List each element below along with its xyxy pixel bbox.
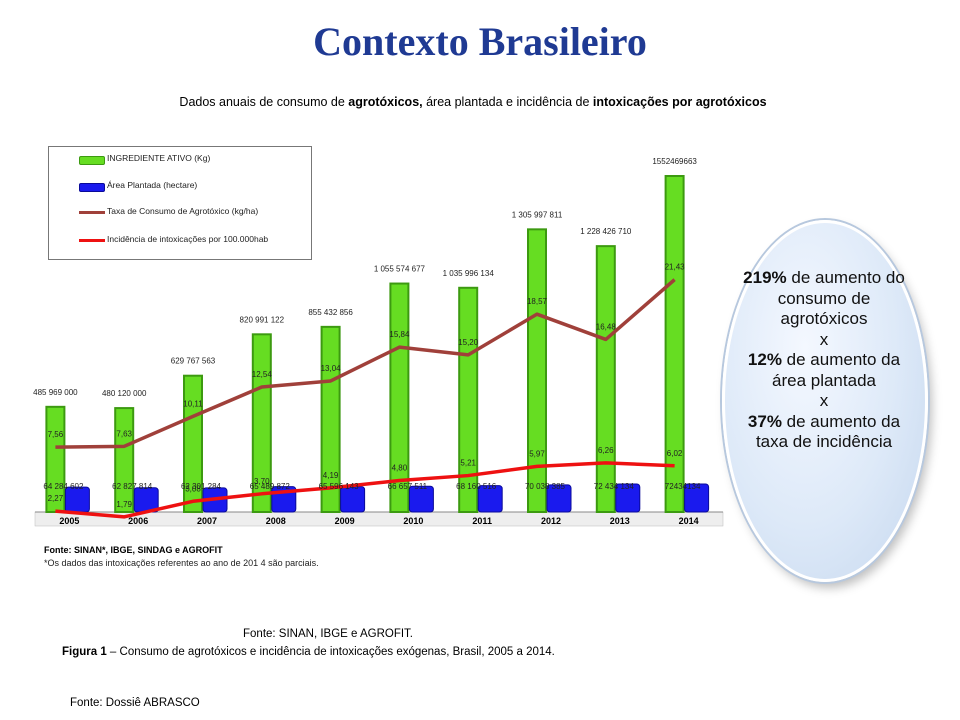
data-label-active-ingredient: 1552469663 [652, 157, 697, 166]
data-label-active-ingredient: 820 991 122 [240, 315, 285, 324]
data-label-active-ingredient: 855 432 856 [308, 308, 353, 317]
data-label-intoxication-incidence: 6,26 [598, 446, 614, 455]
figure-caption: Figura 1 – Consumo de agrotóxicos e inci… [62, 646, 555, 658]
x-tick-label: 2011 [472, 516, 492, 526]
data-label-active-ingredient: 1 055 574 677 [374, 265, 426, 274]
legend-label-planted-area: Área Plantada (hectare) [107, 180, 198, 190]
bar-planted-area [546, 484, 572, 513]
bar-active-ingredient [114, 407, 135, 514]
data-label-consumption-rate: 13,04 [321, 364, 342, 373]
legend-swatch-consumption-rate [79, 211, 105, 214]
legend-swatch-active-ingredient [79, 156, 105, 165]
x-tick-label: 2007 [197, 516, 217, 526]
data-label-consumption-rate: 18,57 [527, 297, 548, 306]
bar-active-ingredient [320, 325, 341, 513]
callout-ellipse [722, 220, 928, 582]
chart-footnote: *Os dados das intoxicações referentes ao… [44, 558, 319, 568]
chart: 2005 2006 2007 2008 2009 2010 2011 2012 2013 2014… [33, 157, 724, 527]
line-intoxication-incidence [55, 461, 675, 519]
legend-swatch-intoxication-incidence [79, 239, 105, 242]
data-label-consumption-rate: 10,11 [183, 399, 203, 408]
x-tick-label: 2012 [541, 516, 561, 526]
data-label-consumption-rate: 16,48 [596, 322, 617, 331]
data-label-planted-area: 62 827 814 [112, 482, 153, 491]
callout-text: 219% de aumento do consumo de agrotóxico… [743, 268, 905, 451]
data-label-intoxication-incidence: 4,19 [323, 471, 339, 480]
bar-active-ingredient [527, 228, 547, 513]
bar-active-ingredient [389, 282, 410, 513]
data-label-active-ingredient: 1 228 426 710 [580, 227, 632, 236]
data-label-active-ingredient: 1 305 997 811 [512, 210, 563, 219]
data-label-intoxication-incidence: 6,02 [667, 449, 683, 458]
data-label-planted-area: 70 038 385 [525, 482, 566, 491]
data-label-consumption-rate: 12,54 [252, 370, 273, 379]
data-label-active-ingredient: 629 767 563 [171, 357, 216, 366]
x-tick-label: 2013 [610, 516, 630, 526]
data-label-consumption-rate: 7,56 [48, 430, 64, 439]
data-label-active-ingredient: 1 035 996 134 [443, 269, 495, 278]
bar-planted-area [684, 483, 710, 513]
line-consumption-rate [55, 278, 676, 449]
data-label-active-ingredient: 480 120 000 [102, 389, 147, 398]
data-label-intoxication-incidence: 5,97 [529, 449, 545, 458]
data-label-intoxication-incidence: 2,27 [48, 494, 64, 503]
legend-swatch-planted-area [79, 183, 105, 192]
x-tick-label: 2005 [59, 516, 79, 526]
page-title: Contexto Brasileiro [313, 19, 647, 64]
data-label-intoxication-incidence: 4,80 [392, 464, 408, 473]
bar-active-ingredient [251, 333, 272, 513]
data-label-planted-area: 66 657 511 [388, 482, 428, 491]
x-tick-label: 2008 [266, 516, 286, 526]
bar-active-ingredient [458, 286, 479, 513]
data-label-planted-area: 65 596 143 [319, 482, 360, 491]
data-label-intoxication-incidence: 3,70 [254, 477, 270, 486]
data-label-planted-area: 64 284 602 [43, 482, 84, 491]
legend-label-active-ingredient: INGREDIENTE ATIVO (Kg) [107, 153, 211, 163]
data-label-active-ingredient: 485 969 000 [33, 388, 78, 397]
data-label-consumption-rate: 7,63 [116, 429, 132, 438]
data-label-planted-area: 72434134 [665, 482, 701, 491]
data-label-consumption-rate: 21,43 [665, 263, 686, 272]
document-source: Fonte: Dossiê ABRASCO [70, 697, 200, 709]
legend-label-consumption-rate: Taxa de Consumo de Agrotóxico (kg/ha) [107, 206, 259, 216]
data-label-planted-area: 72 434 134 [594, 482, 635, 491]
data-label-consumption-rate: 15,20 [458, 338, 479, 347]
data-label-consumption-rate: 15,84 [389, 330, 410, 339]
bar-active-ingredient [595, 245, 616, 513]
data-label-planted-area: 65 489 872 [250, 482, 291, 491]
data-label-intoxication-incidence: 5,21 [460, 459, 476, 468]
x-tick-label: 2009 [335, 516, 355, 526]
data-label-planted-area: 62 301 284 [181, 482, 222, 491]
chart-source: Fonte: SINAN*, IBGE, SINDAG e AGROFIT [44, 545, 223, 555]
x-tick-label: 2014 [679, 516, 699, 526]
bar-planted-area [615, 483, 641, 513]
legend-label-intoxication-incidence: Incidência de intoxicações por 100.000ha… [107, 234, 269, 244]
bar-planted-area [477, 485, 503, 513]
data-label-planted-area: 68 160 516 [456, 482, 497, 491]
data-label-intoxication-incidence: 1,79 [116, 500, 132, 509]
x-tick-label: 2010 [403, 516, 423, 526]
figure-source: Fonte: SINAN, IBGE e AGROFIT. [243, 628, 413, 640]
chart-subtitle: Dados anuais de consumo de agrotóxicos, … [179, 95, 767, 109]
chart-legend: INGREDIENTE ATIVO (Kg) Área Plantada (he… [48, 146, 312, 260]
x-tick-label: 2006 [128, 516, 148, 526]
data-label-intoxication-incidence: 3,08 [185, 484, 201, 493]
bar-active-ingredient [664, 175, 685, 513]
bar-planted-area [408, 485, 434, 513]
bar-active-ingredient [183, 374, 203, 513]
